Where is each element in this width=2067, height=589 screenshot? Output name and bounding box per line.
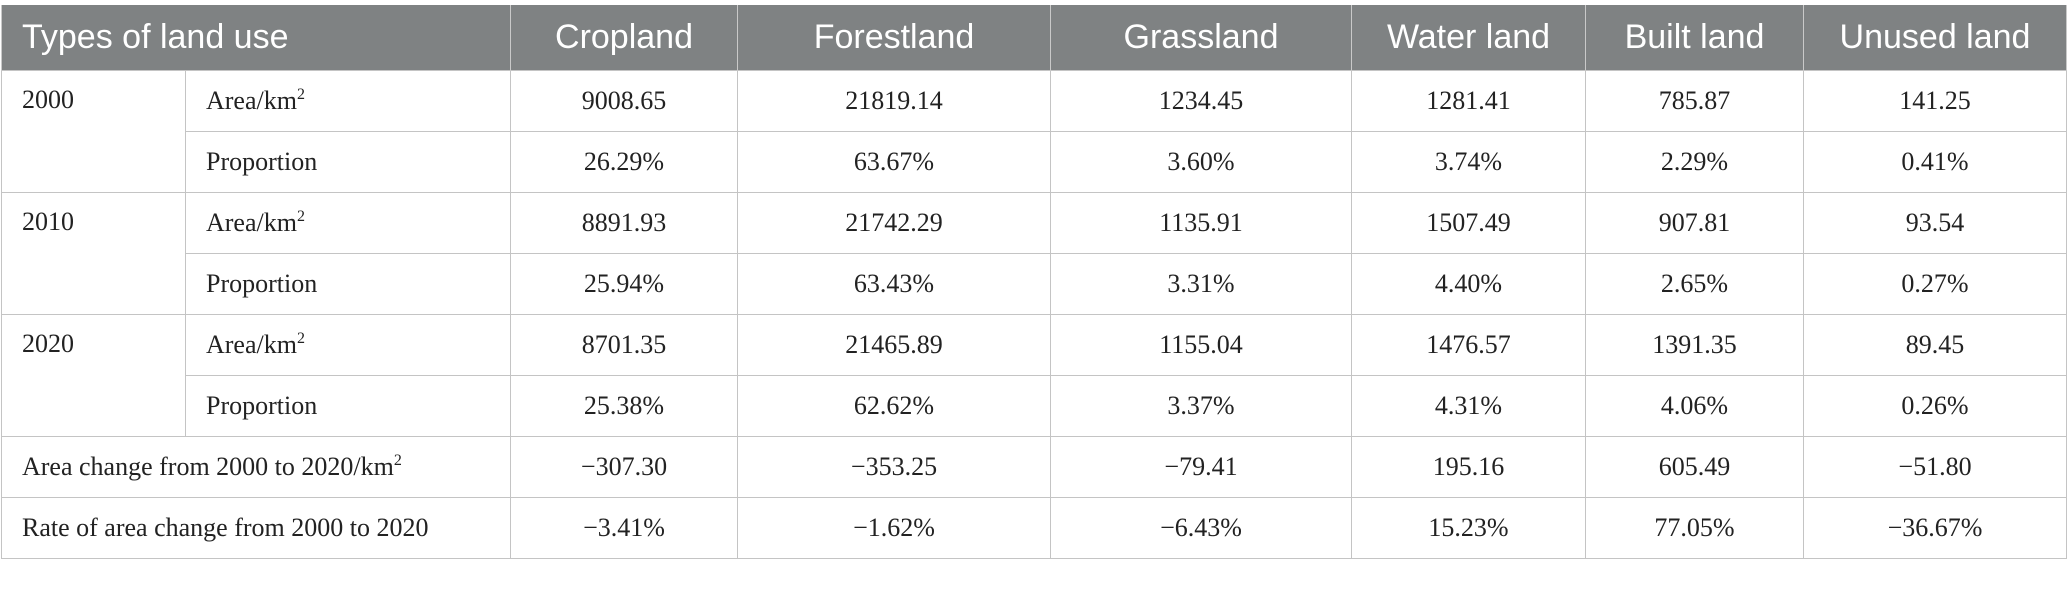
metric-area-sup: 2 (296, 330, 305, 347)
table-cell: 3.37% (1050, 375, 1353, 437)
table-cell: 2.29% (1585, 131, 1805, 193)
land-use-table: Types of land use Cropland Forestland Gr… (0, 5, 2067, 559)
metric-area-text: Area/km (206, 208, 297, 237)
header-row: Types of land use Cropland Forestland Gr… (0, 5, 2067, 71)
table-cell: 785.87 (1585, 70, 1805, 132)
table-cell: 8701.35 (510, 314, 739, 376)
table-cell: 4.06% (1585, 375, 1805, 437)
table-cell: 3.31% (1050, 253, 1353, 315)
table-cell: 1155.04 (1050, 314, 1353, 376)
table-cell: 25.38% (510, 375, 739, 437)
header-water-land: Water land (1351, 5, 1587, 71)
table-row-2000-proportion: Proportion 26.29% 63.67% 3.60% 3.74% 2.2… (2, 131, 2067, 193)
table-cell: 15.23% (1351, 497, 1587, 559)
area-change-label-text: Area change from 2000 to 2020/km (22, 452, 394, 481)
table-row-2010-area: 2010 Area/km2 8891.93 21742.29 1135.91 1… (1, 192, 2067, 315)
table-cell: 21742.29 (737, 192, 1052, 254)
metric-proportion-label: Proportion (184, 253, 512, 315)
table-cell: 63.43% (737, 253, 1052, 315)
table-cell: −36.67% (1803, 497, 2067, 559)
table-cell: 3.60% (1050, 131, 1353, 193)
table-cell: 21465.89 (737, 314, 1052, 376)
table-cell: 0.41% (1803, 131, 2067, 193)
table-cell: 0.27% (1803, 253, 2067, 315)
table-cell: 21819.14 (737, 70, 1052, 132)
table-cell: 26.29% (510, 131, 739, 193)
metric-proportion-label: Proportion (184, 131, 512, 193)
metric-proportion-label: Proportion (184, 375, 512, 437)
table-cell: 1281.41 (1351, 70, 1587, 132)
table-cell: 1135.91 (1050, 192, 1353, 254)
table-cell: −79.41 (1050, 436, 1353, 498)
header-built-land: Built land (1585, 5, 1805, 71)
table-cell: 63.67% (737, 131, 1052, 193)
table-cell: 605.49 (1585, 436, 1805, 498)
header-forestland: Forestland (737, 5, 1052, 71)
metric-area-label: Area/km2 (184, 314, 512, 376)
metric-area-label: Area/km2 (184, 192, 512, 254)
metric-area-sup: 2 (296, 86, 305, 103)
table-cell: 77.05% (1585, 497, 1805, 559)
table-cell: 3.74% (1351, 131, 1587, 193)
table-cell: −353.25 (737, 436, 1052, 498)
area-change-label-sup: 2 (393, 452, 402, 469)
table-cell: 141.25 (1803, 70, 2067, 132)
metric-area-text: Area/km (206, 86, 297, 115)
table-row-2010-proportion: Proportion 25.94% 63.43% 3.31% 4.40% 2.6… (2, 253, 2067, 315)
table-cell: 1507.49 (1351, 192, 1587, 254)
table-cell: 0.26% (1803, 375, 2067, 437)
metric-area-text: Area/km (206, 330, 297, 359)
table-cell: −6.43% (1050, 497, 1353, 559)
table-row-2020-area: 2020 Area/km2 8701.35 21465.89 1155.04 1… (1, 314, 2067, 437)
table-cell: −3.41% (510, 497, 739, 559)
table-cell: 195.16 (1351, 436, 1587, 498)
table-cell: −307.30 (510, 436, 739, 498)
table-cell: 1234.45 (1050, 70, 1353, 132)
table-cell: 93.54 (1803, 192, 2067, 254)
table-row-2000-area: 2000 Area/km2 9008.65 21819.14 1234.45 1… (1, 70, 2067, 193)
year-cell-2020: 2020 (1, 314, 186, 437)
table-cell: 2.65% (1585, 253, 1805, 315)
table-cell: 25.94% (510, 253, 739, 315)
rate-change-label: Rate of area change from 2000 to 2020 (0, 497, 512, 559)
table-cell: −1.62% (737, 497, 1052, 559)
metric-area-sup: 2 (296, 208, 305, 225)
table-row-2020-proportion: Proportion 25.38% 62.62% 3.37% 4.31% 4.0… (2, 375, 2067, 437)
metric-area-label: Area/km2 (184, 70, 512, 132)
header-unused-land: Unused land (1803, 5, 2067, 71)
table-cell: 9008.65 (510, 70, 739, 132)
table-cell: −51.80 (1803, 436, 2067, 498)
header-cropland: Cropland (510, 5, 739, 71)
table-cell: 4.40% (1351, 253, 1587, 315)
table-body: 2000 Area/km2 9008.65 21819.14 1234.45 1… (0, 70, 2067, 559)
header-types-of-land-use: Types of land use (0, 5, 512, 71)
year-cell-2000: 2000 (1, 70, 186, 193)
area-change-label: Area change from 2000 to 2020/km2 (0, 436, 512, 498)
table-cell: 1391.35 (1585, 314, 1805, 376)
table-header: Types of land use Cropland Forestland Gr… (0, 5, 2067, 71)
table-cell: 1476.57 (1351, 314, 1587, 376)
table-cell: 8891.93 (510, 192, 739, 254)
header-grassland: Grassland (1050, 5, 1353, 71)
table-row-area-change: Area change from 2000 to 2020/km2 −307.3… (0, 436, 2067, 498)
table-cell: 62.62% (737, 375, 1052, 437)
table-cell: 907.81 (1585, 192, 1805, 254)
year-cell-2010: 2010 (1, 192, 186, 315)
table-cell: 4.31% (1351, 375, 1587, 437)
table-cell: 89.45 (1803, 314, 2067, 376)
table-row-rate-change: Rate of area change from 2000 to 2020 −3… (0, 497, 2067, 559)
